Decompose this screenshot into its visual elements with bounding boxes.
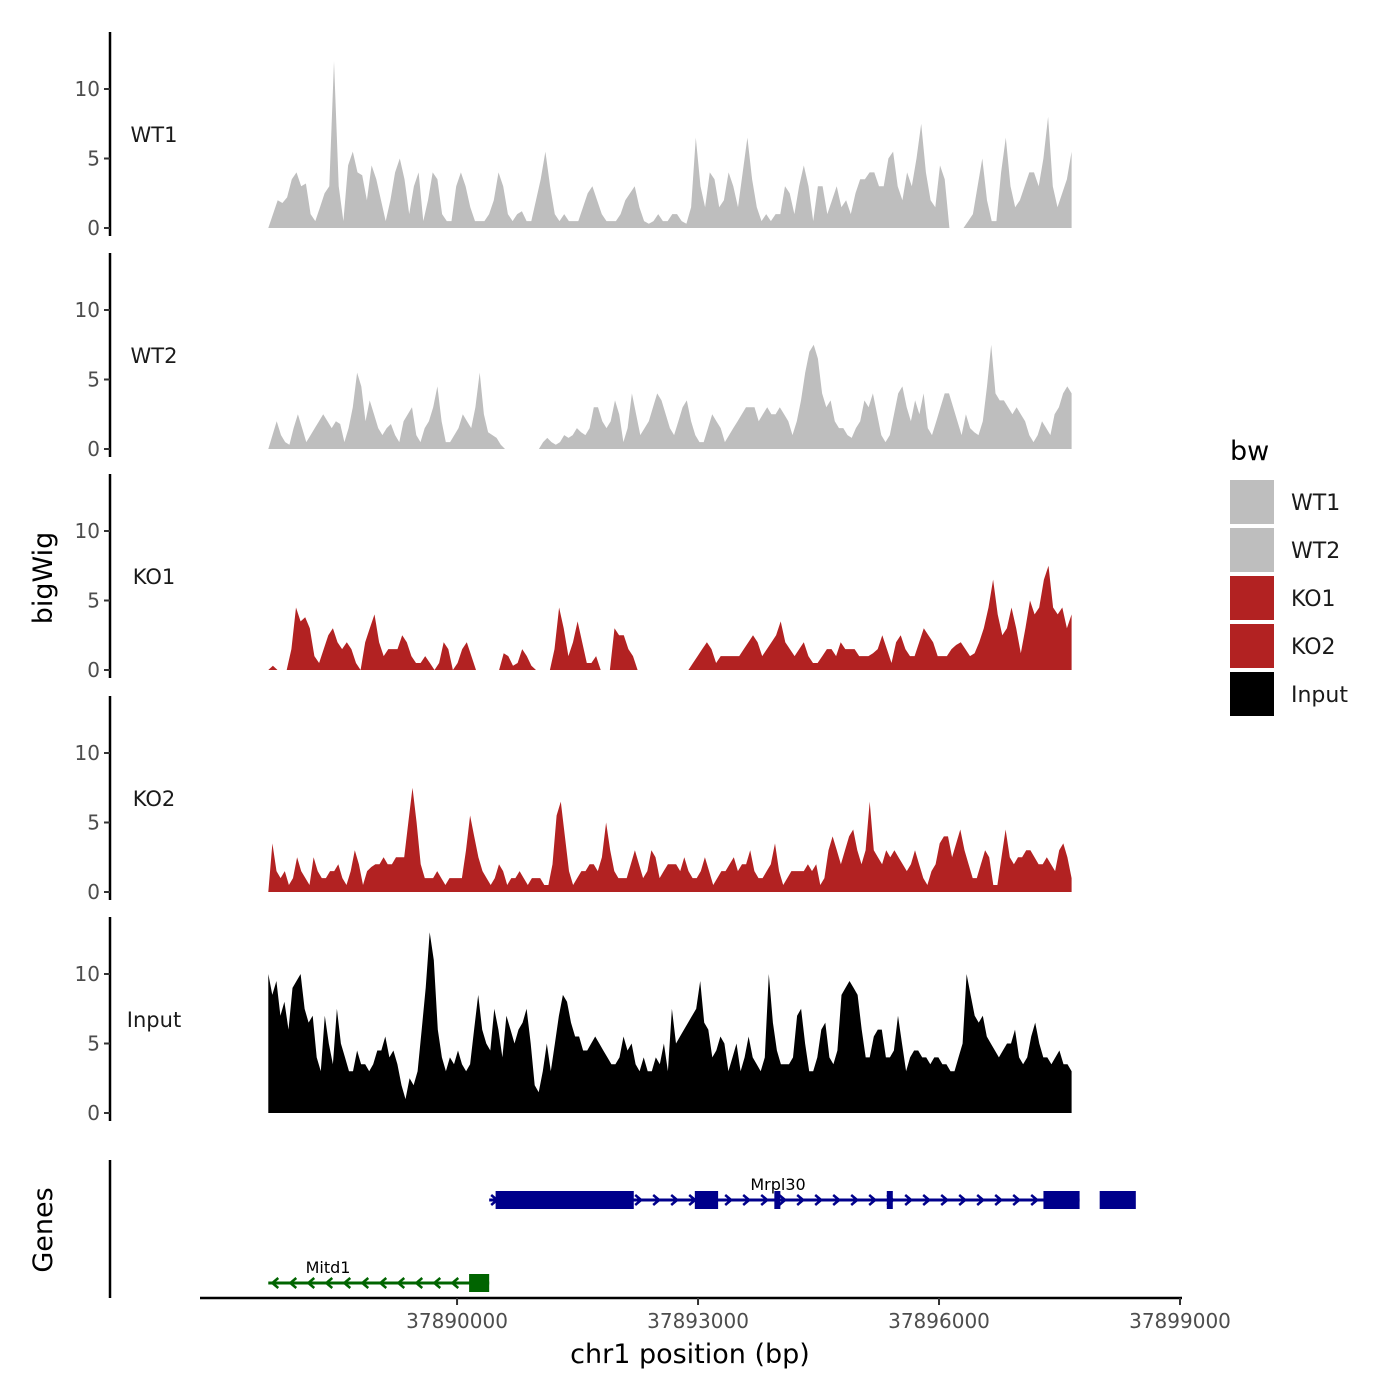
bigwig-tracks: 0 5 10 WT1 0 5 10 WT2 0 5 10 KO1 0 5 10 KO2 0 5 10 Input (75, 32, 1072, 1125)
strand-arrow (796, 1194, 806, 1206)
genes-axis-title: Genes (28, 1187, 59, 1272)
x-tick-label: 37899000 (1129, 1309, 1231, 1333)
strand-arrow (994, 1194, 1004, 1206)
gene-exon (1043, 1191, 1080, 1209)
track-label: KO2 (133, 787, 176, 811)
legend-label: Input (1291, 683, 1348, 708)
strand-arrow (288, 1277, 298, 1289)
strand-arrow (270, 1277, 280, 1289)
track-wt2: 0 5 10 WT2 (75, 253, 1072, 461)
strand-arrow (306, 1277, 316, 1289)
coverage-area-wt1 (268, 61, 1072, 229)
x-axis-title: chr1 position (bp) (570, 1339, 810, 1370)
strand-arrow (414, 1277, 424, 1289)
y-tick-label: 10 (75, 298, 100, 322)
y-tick-label: 5 (87, 147, 100, 171)
coverage-area-wt2 (268, 344, 1072, 449)
strand-arrow (976, 1194, 986, 1206)
gene-label: Mitd1 (306, 1258, 351, 1277)
legend-entries: WT1 WT2 KO1 KO2 Input (1230, 480, 1348, 716)
y-tick-label: 0 (87, 658, 100, 682)
strand-arrow (360, 1277, 370, 1289)
gene-exon (886, 1191, 893, 1209)
y-tick-label: 0 (87, 880, 100, 904)
strand-arrow (832, 1194, 842, 1206)
x-tick-label: 37893000 (647, 1309, 749, 1333)
gene-mrpl30: Mrpl30 (489, 1175, 1136, 1209)
gene-exon (469, 1274, 490, 1292)
track-wt1: 0 5 10 WT1 (75, 32, 1072, 240)
track-label: WT1 (131, 123, 178, 147)
strand-arrow (652, 1194, 662, 1206)
gene-exon (694, 1191, 719, 1209)
y-tick-label: 5 (87, 589, 100, 613)
gene-label: Mrpl30 (750, 1175, 805, 1194)
strand-arrow (868, 1194, 878, 1206)
strand-arrow (450, 1277, 460, 1289)
y-tick-label: 10 (75, 519, 100, 543)
track-ko2: 0 5 10 KO2 (75, 696, 1072, 904)
y-tick-label: 10 (75, 741, 100, 765)
strand-arrow (634, 1194, 644, 1206)
coverage-area-input (268, 932, 1072, 1113)
strand-arrow (396, 1277, 406, 1289)
y-tick-label: 5 (87, 1032, 100, 1056)
track-label: WT2 (131, 344, 178, 368)
genes-panel: Mrpl30 Mitd1 (108, 1160, 1136, 1298)
strand-arrow (760, 1194, 770, 1206)
gene-mitd1: Mitd1 (268, 1258, 490, 1292)
legend-swatch-ko2 (1230, 624, 1274, 668)
y-axis-title: bigWig (28, 532, 59, 625)
strand-arrow (670, 1194, 680, 1206)
strand-arrow (342, 1277, 352, 1289)
legend-swatch-wt2 (1230, 528, 1274, 572)
legend-swatch-input (1230, 672, 1274, 716)
y-tick-label: 0 (87, 1101, 100, 1125)
legend-label: KO1 (1291, 587, 1336, 612)
strand-arrow (378, 1277, 388, 1289)
legend-label: WT1 (1291, 491, 1340, 516)
strand-arrow (940, 1194, 950, 1206)
gene-exon (774, 1191, 781, 1209)
strand-arrow (324, 1277, 334, 1289)
legend-swatch-ko1 (1230, 576, 1274, 620)
y-tick-label: 10 (75, 77, 100, 101)
track-input: 0 5 10 Input (75, 917, 1072, 1125)
strand-arrow (1030, 1194, 1040, 1206)
coverage-area-ko2 (268, 787, 1072, 892)
y-tick-label: 5 (87, 811, 100, 835)
gene-exon (495, 1191, 634, 1209)
y-tick-label: 5 (87, 368, 100, 392)
track-label: KO1 (133, 565, 176, 589)
strand-arrow (904, 1194, 914, 1206)
strand-arrow (958, 1194, 968, 1206)
strand-arrow (814, 1194, 824, 1206)
x-tick-label: 37896000 (888, 1309, 990, 1333)
gene-exon (1099, 1191, 1136, 1209)
legend-title: bw (1230, 436, 1269, 467)
strand-arrow (778, 1194, 788, 1206)
x-tick-label: 37890000 (406, 1309, 508, 1333)
legend-label: KO2 (1291, 635, 1336, 660)
strand-arrow (724, 1194, 734, 1206)
strand-arrow (922, 1194, 932, 1206)
legend-label: WT2 (1291, 539, 1340, 564)
strand-arrow (432, 1277, 442, 1289)
y-tick-label: 0 (87, 437, 100, 461)
y-tick-label: 10 (75, 962, 100, 986)
legend: bw WT1 WT2 KO1 KO2 Input (1230, 436, 1348, 716)
x-axis: 37890000 37893000 37896000 37899000 (200, 1296, 1231, 1333)
strand-arrow (742, 1194, 752, 1206)
strand-arrow (1012, 1194, 1022, 1206)
track-label: Input (127, 1008, 181, 1032)
y-tick-label: 0 (87, 216, 100, 240)
strand-arrow (850, 1194, 860, 1206)
track-ko1: 0 5 10 KO1 (75, 474, 1072, 682)
legend-swatch-wt1 (1230, 480, 1274, 524)
coverage-area-ko1 (268, 565, 1072, 670)
